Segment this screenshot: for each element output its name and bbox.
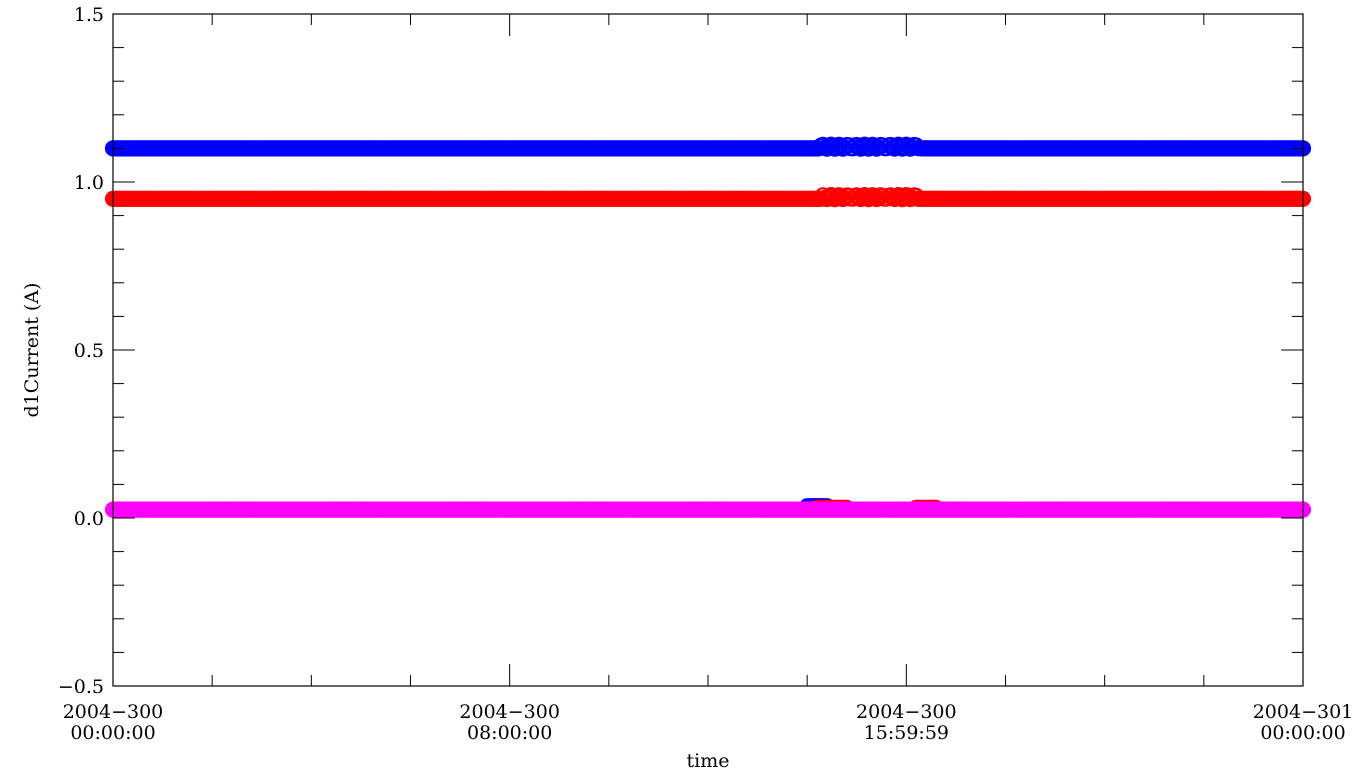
axis-ticks [112, 13, 1304, 687]
x-tick-label-time: 00:00:00 [70, 722, 155, 744]
y-axis-title: d1Current (A) [21, 283, 43, 418]
x-tick-label-time: 08:00:00 [467, 722, 552, 744]
x-tick-label-time: 00:00:00 [1260, 722, 1345, 744]
x-tick-label-time: 15:59:59 [864, 722, 949, 744]
x-tick-label-date: 2004−301 [1253, 701, 1354, 723]
x-tick-labels: 2004−30000:00:002004−30008:00:002004−300… [63, 701, 1354, 744]
y-tick-label: −0.5 [58, 676, 104, 698]
y-tick-label: 1.0 [74, 172, 104, 194]
series-1-markers [104, 187, 1312, 208]
x-tick-label-date: 2004−300 [856, 701, 957, 723]
series-4-markers [104, 501, 1312, 518]
series-0-markers [104, 136, 1312, 157]
x-axis-title: time [687, 750, 730, 772]
y-tick-label: 0.5 [74, 340, 104, 362]
y-tick-labels: −0.5 0.0 0.5 1.0 1.5 [58, 4, 104, 698]
y-tick-label: 1.5 [74, 4, 104, 26]
x-tick-label-date: 2004−300 [459, 701, 560, 723]
data-markers [104, 136, 1312, 518]
x-tick-label-date: 2004−300 [63, 701, 164, 723]
y-tick-label: 0.0 [74, 508, 104, 530]
plot-frame [112, 13, 1304, 687]
